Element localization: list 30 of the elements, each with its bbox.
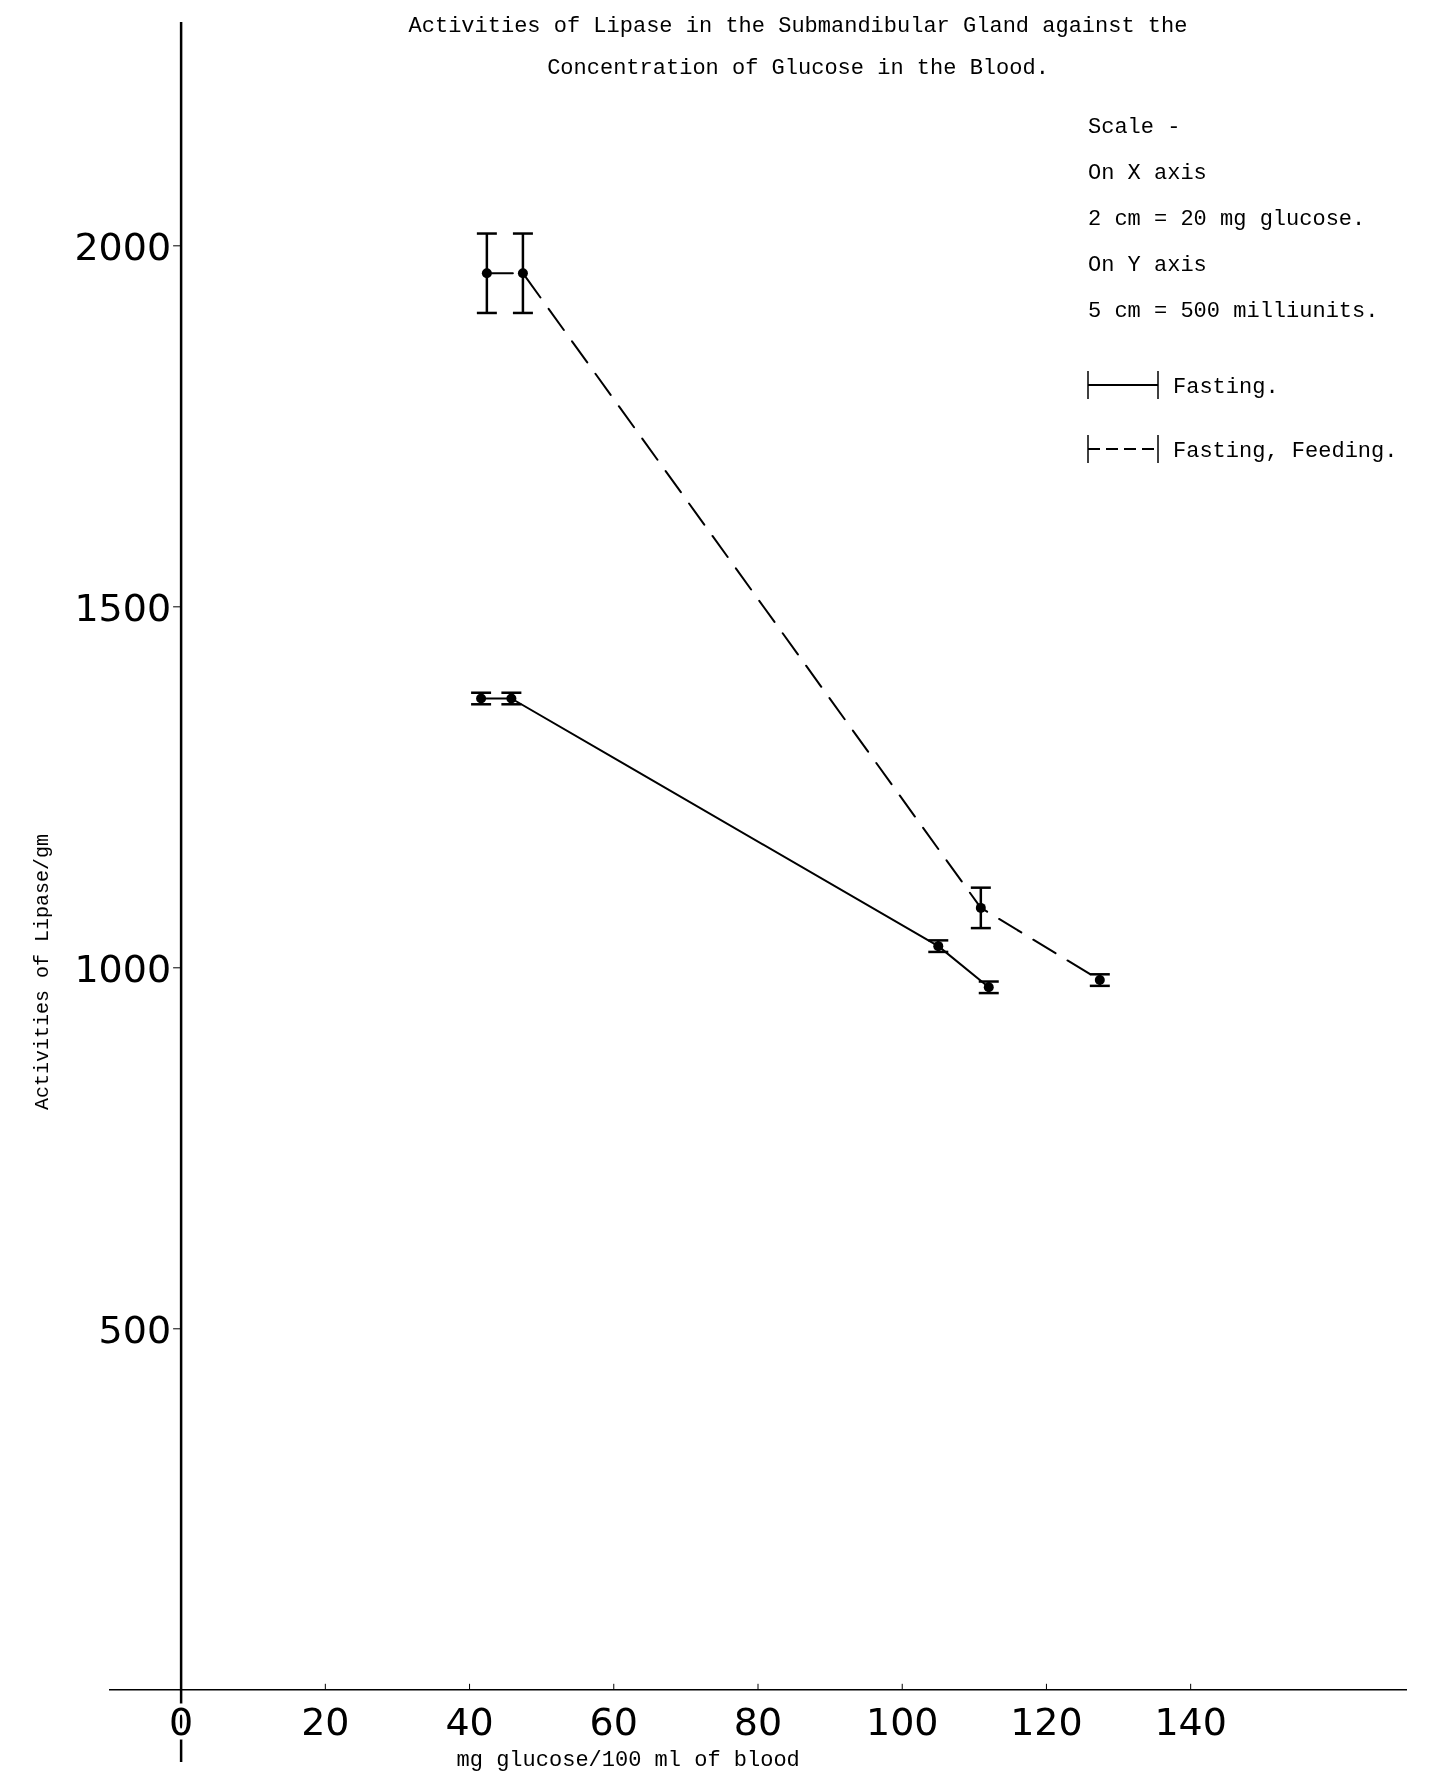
y-axis-title: Activities of Lipase/gm <box>31 833 54 1111</box>
annotation: On X axis <box>1088 161 1207 186</box>
x-tick-label: 100 <box>865 1699 939 1744</box>
x-tick-label: 120 <box>1010 1699 1083 1744</box>
text: Concentration of Glucose in the Blood. <box>547 56 1049 81</box>
annotation: 2 cm = 20 mg glucose. <box>1088 207 1366 232</box>
x-tick-label: 60 <box>589 1699 638 1744</box>
y-tick-label: 1500 <box>74 585 172 630</box>
annotation: On Y axis <box>1088 253 1207 278</box>
point <box>476 693 487 704</box>
point <box>1094 975 1105 986</box>
y-tick-label: 500 <box>98 1307 172 1352</box>
point <box>933 941 944 952</box>
x-tick-label: 80 <box>733 1699 783 1744</box>
legend-label: Fasting, Feeding. <box>1173 439 1398 464</box>
legend-label: Fasting. <box>1173 375 1279 400</box>
x-tick-label: 140 <box>1154 1699 1227 1744</box>
point <box>983 982 994 993</box>
point <box>975 902 986 913</box>
annotation: Scale - <box>1088 115 1181 140</box>
chart-title: Activities of Lipase in the Submandibular Gland against the <box>408 14 1188 39</box>
x-axis-title: mg glucose/100 ml of blood <box>456 1748 800 1773</box>
x-tick-label: 20 <box>301 1699 350 1744</box>
x-tick-label: 40 <box>445 1699 494 1744</box>
annotation: 5 cm = 500 milliunits. <box>1088 299 1379 324</box>
y-tick-label: 1000 <box>74 946 172 991</box>
point <box>481 268 492 279</box>
y-tick-label: 2000 <box>74 224 172 269</box>
point <box>506 693 517 704</box>
point <box>517 268 528 279</box>
